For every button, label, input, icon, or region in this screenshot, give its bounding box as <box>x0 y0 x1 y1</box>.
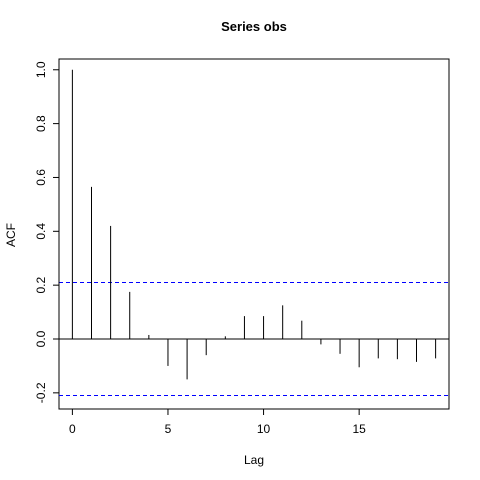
y-tick-label: 0.8 <box>34 115 48 132</box>
y-tick-label: 1.0 <box>34 61 48 78</box>
chart-title: Series obs <box>221 19 287 34</box>
y-tick-label: 0.4 <box>34 223 48 240</box>
acf-spikes <box>71 69 437 380</box>
y-tick-label: 0.0 <box>34 330 48 347</box>
plot-frame <box>58 58 450 410</box>
x-tick-label: 15 <box>352 422 366 436</box>
y-tick-label: 0.2 <box>34 276 48 293</box>
y-axis-label: ACF <box>4 223 18 247</box>
confidence-lines <box>59 281 449 397</box>
x-axis: 0 5 10 15 <box>69 408 366 436</box>
x-tick-label: 10 <box>257 422 271 436</box>
y-axis: -0.2 0.0 0.2 0.4 0.6 0.8 1.0 <box>34 61 60 403</box>
x-axis-label: Lag <box>244 453 264 467</box>
y-tick-label: -0.2 <box>34 382 48 403</box>
y-tick-label: 0.6 <box>34 169 48 186</box>
x-tick-label: 0 <box>69 422 76 436</box>
x-tick-label: 5 <box>165 422 172 436</box>
